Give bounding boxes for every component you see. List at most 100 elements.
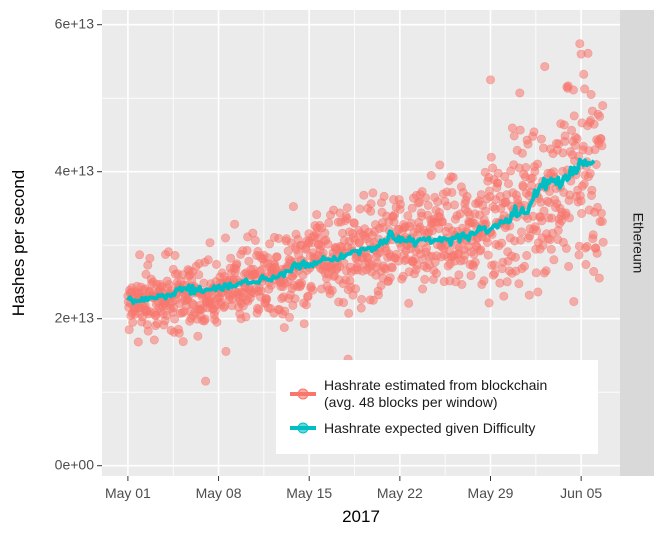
estimated-point	[585, 169, 595, 179]
estimated-point	[423, 200, 433, 210]
estimated-point	[516, 227, 526, 237]
estimated-point	[559, 120, 569, 130]
estimated-point	[489, 260, 499, 270]
estimated-point	[523, 139, 533, 149]
estimated-point	[483, 250, 493, 260]
legend-label-estimated: Hashrate estimated from blockchain (avg.…	[324, 377, 551, 410]
estimated-point	[426, 171, 436, 181]
estimated-point	[149, 335, 159, 345]
estimated-point	[212, 259, 222, 269]
estimated-point	[241, 312, 251, 322]
estimated-point	[532, 159, 542, 169]
estimated-point	[301, 300, 311, 310]
estimated-point	[515, 125, 525, 135]
estimated-point	[128, 317, 138, 327]
estimated-point	[546, 244, 556, 254]
estimated-point	[490, 268, 500, 278]
estimated-point	[589, 119, 599, 129]
estimated-point	[514, 279, 524, 289]
legend-label-expected: Hashrate expected given Difficulty	[324, 420, 535, 436]
estimated-point	[510, 252, 520, 262]
estimated-point	[299, 319, 309, 329]
estimated-point	[280, 306, 290, 316]
estimated-point-outlier	[485, 75, 495, 85]
y-tick-label: 4e+13	[55, 162, 95, 178]
legend-key-point-expected	[297, 422, 309, 434]
estimated-point	[482, 238, 492, 248]
legend-label-estimated-line2: (avg. 48 blocks per window)	[324, 394, 498, 410]
estimated-point	[323, 239, 333, 249]
estimated-point	[529, 127, 539, 137]
estimated-point	[354, 238, 364, 248]
x-axis-title: 2017	[342, 507, 380, 526]
estimated-point	[308, 285, 318, 295]
estimated-point	[366, 206, 376, 216]
estimated-point	[351, 284, 361, 294]
estimated-point	[398, 271, 408, 281]
estimated-point	[541, 266, 551, 276]
estimated-point	[203, 255, 213, 265]
estimated-point	[479, 276, 489, 286]
x-tick-label: Jun 05	[560, 485, 602, 501]
estimated-point	[532, 226, 542, 236]
estimated-point	[549, 255, 559, 265]
expected-hashrate-line	[126, 157, 596, 305]
estimated-point	[205, 238, 215, 248]
estimated-point	[297, 278, 307, 288]
estimated-point	[368, 188, 378, 198]
estimated-point	[418, 284, 428, 294]
estimated-point-outlier	[201, 376, 211, 386]
estimated-point	[592, 248, 602, 258]
estimated-point	[486, 152, 496, 162]
estimated-point	[373, 290, 383, 300]
estimated-point	[135, 250, 145, 260]
estimated-point	[232, 259, 242, 269]
estimated-point	[279, 323, 289, 333]
estimated-point	[174, 328, 184, 338]
line-layer	[126, 157, 596, 305]
estimated-point	[531, 268, 541, 278]
estimated-point	[598, 237, 608, 247]
facet-strip	[620, 10, 654, 476]
estimated-point	[357, 294, 367, 304]
estimated-point	[569, 111, 579, 121]
estimated-point	[466, 271, 476, 281]
estimated-point	[517, 148, 527, 158]
estimated-point	[327, 285, 337, 295]
estimated-point	[507, 123, 517, 133]
estimated-point	[221, 346, 231, 356]
x-tick-label: May 15	[286, 485, 332, 501]
estimated-point	[503, 179, 513, 189]
estimated-point	[582, 241, 592, 251]
estimated-point	[462, 192, 472, 202]
x-tick-label: May 08	[196, 485, 242, 501]
estimated-point	[244, 256, 254, 266]
estimated-point	[272, 252, 282, 262]
estimated-point	[539, 206, 549, 216]
estimated-point	[194, 270, 204, 280]
y-tick-label: 6e+13	[55, 15, 95, 31]
estimated-point	[435, 160, 445, 170]
estimated-point	[403, 211, 413, 221]
estimated-point	[588, 230, 598, 240]
estimated-point	[564, 213, 574, 223]
estimated-point	[454, 270, 464, 280]
estimated-point	[303, 291, 313, 301]
estimated-point	[431, 268, 441, 278]
estimated-point	[586, 90, 596, 100]
estimated-point	[448, 172, 458, 182]
estimated-point	[597, 217, 607, 227]
y-axis-title: Hashes per second	[9, 170, 28, 316]
estimated-point	[488, 163, 498, 173]
legend: Hashrate estimated from blockchain (avg.…	[276, 360, 598, 454]
estimated-point	[526, 181, 536, 191]
estimated-point	[359, 190, 369, 200]
estimated-point	[516, 235, 526, 245]
estimated-point	[395, 199, 405, 209]
estimated-point	[538, 240, 548, 250]
estimated-point	[124, 325, 134, 335]
estimated-point	[587, 185, 597, 195]
estimated-point	[420, 274, 430, 284]
axes-layer: 0e+00 2e+13 4e+13 6e+13 May 01 May 08 May 15 Ma…	[55, 15, 603, 501]
estimated-point	[577, 209, 587, 219]
